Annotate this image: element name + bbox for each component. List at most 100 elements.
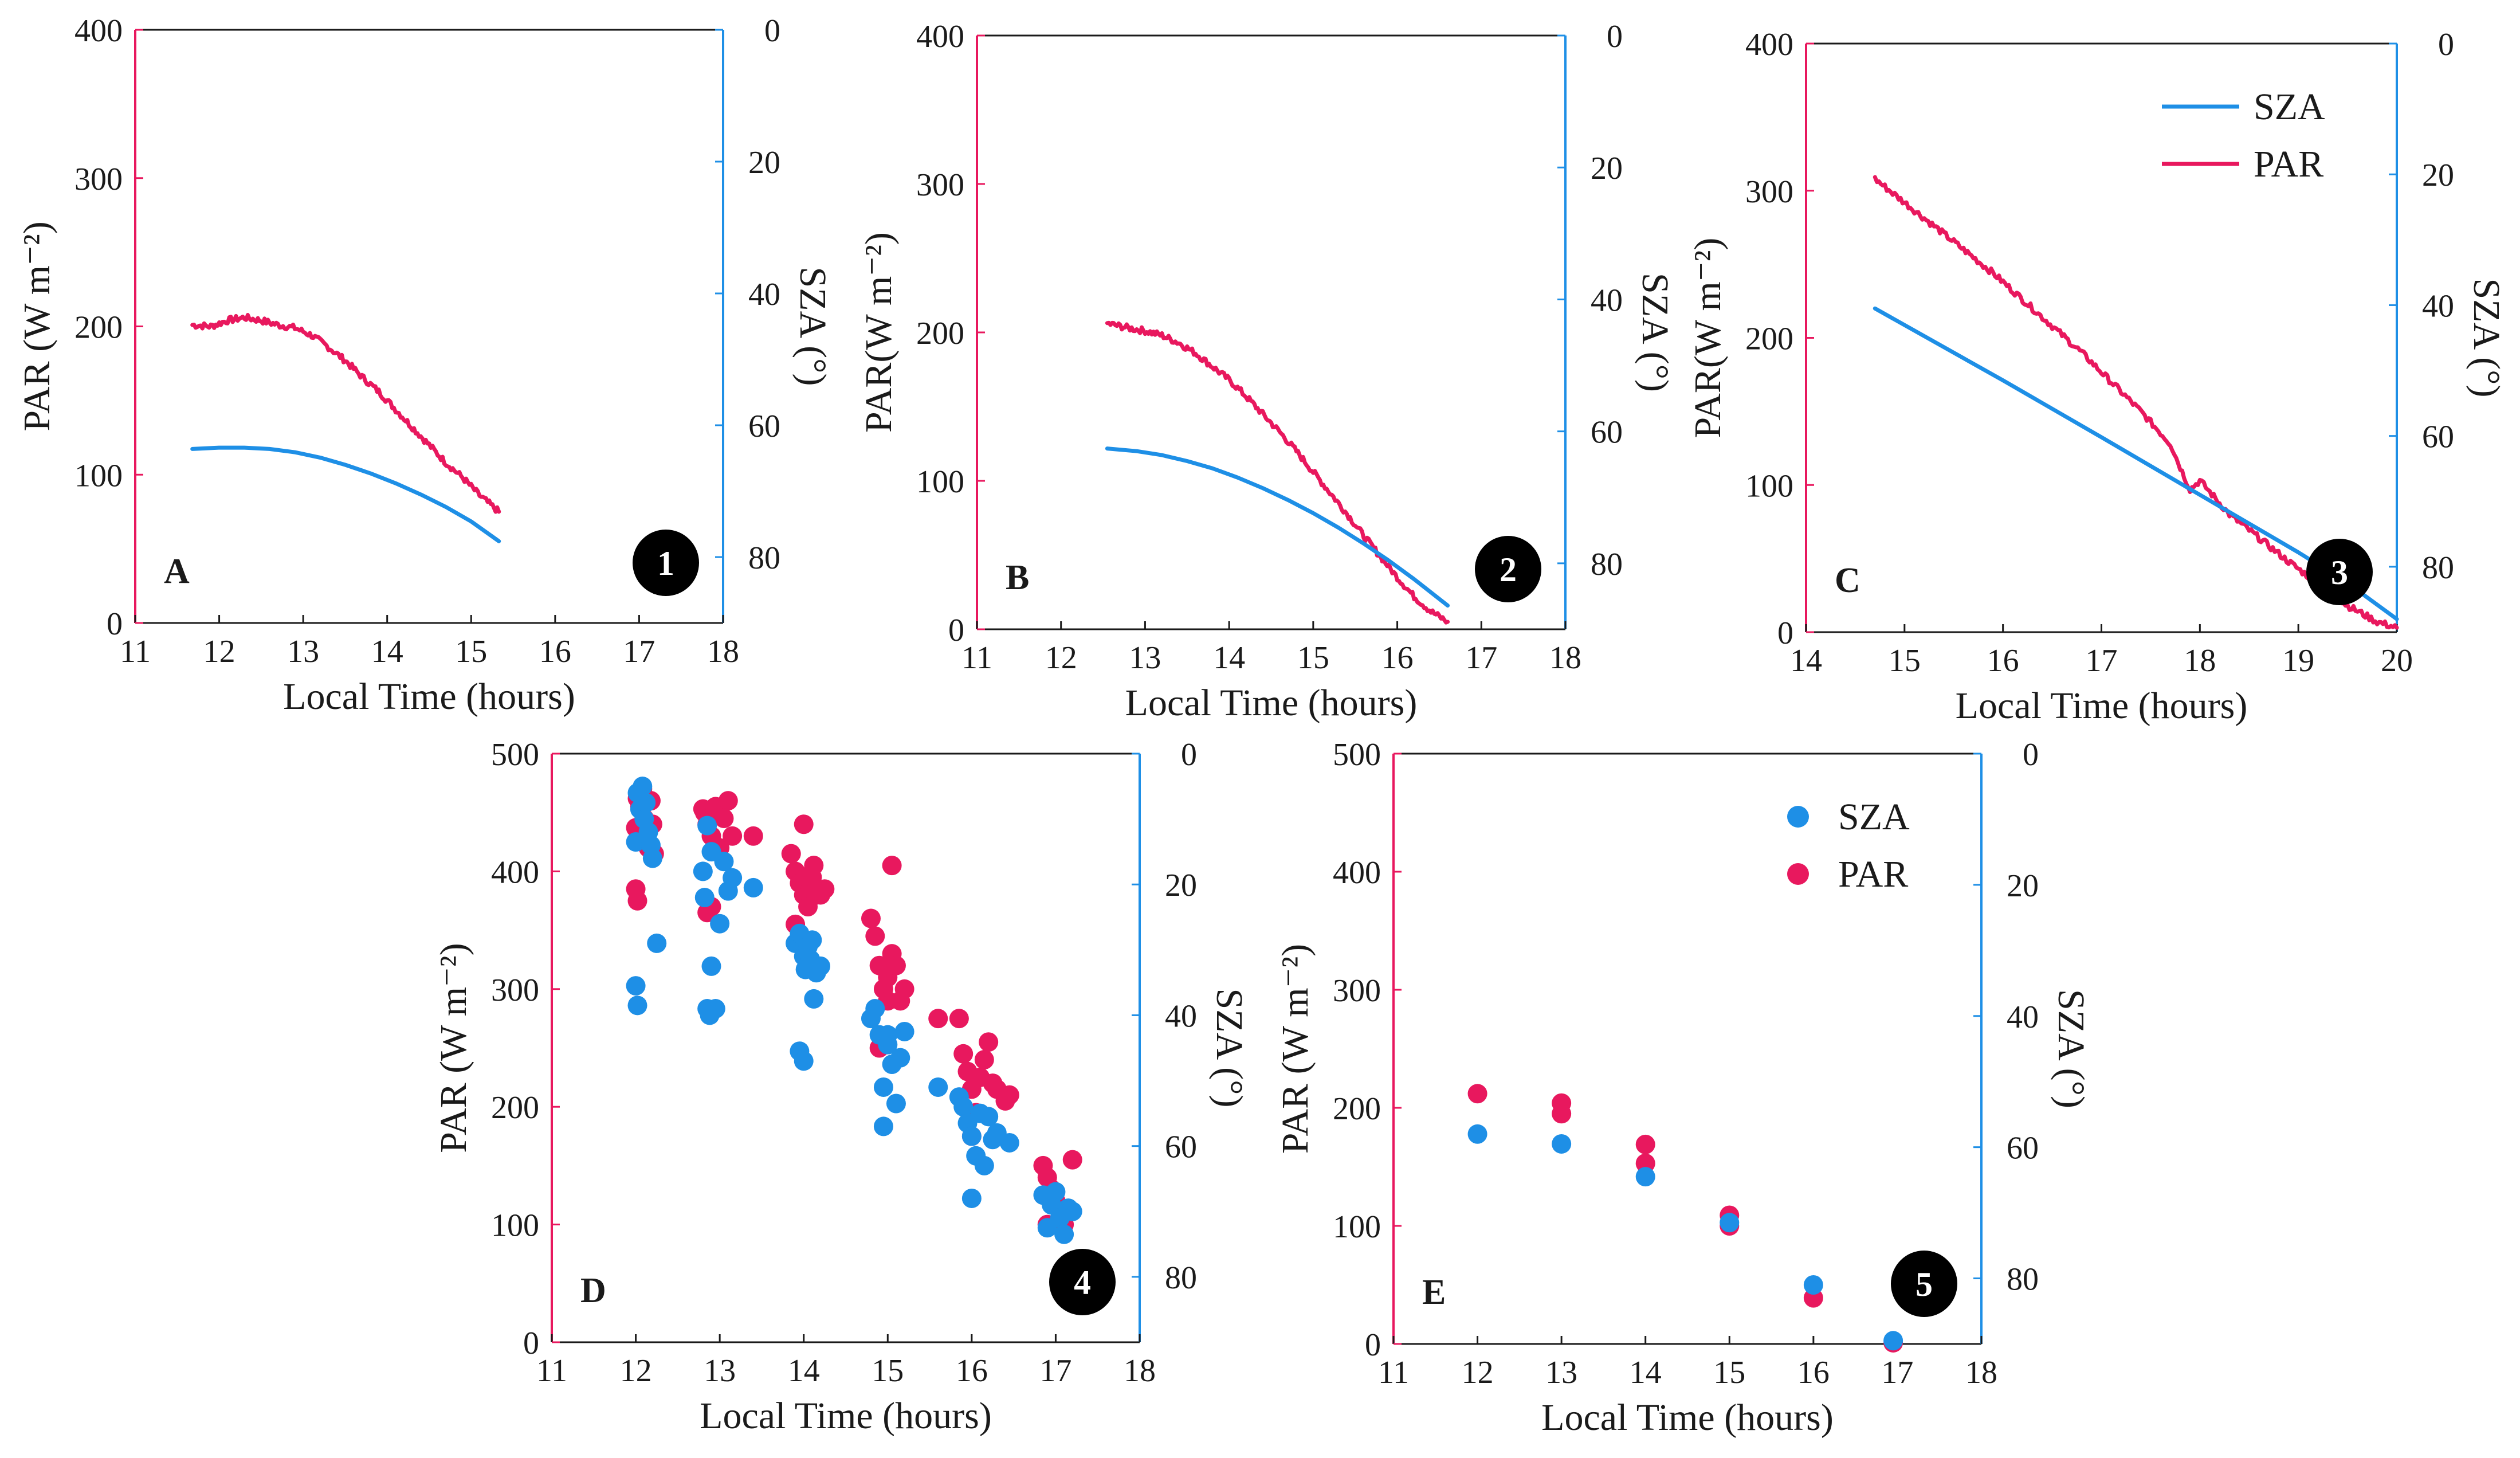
sza-line <box>1105 446 1450 608</box>
right-y-tick-label: 80 <box>1165 1260 1197 1296</box>
left-y-axis-title: PAR (W m⁻²) <box>16 221 58 431</box>
sza-point <box>710 914 730 934</box>
panel-number: 4 <box>1074 1264 1091 1302</box>
x-tick-label: 19 <box>2282 643 2314 679</box>
right-y-tick-label: 0 <box>1181 737 1197 773</box>
par-point <box>723 826 743 846</box>
par-point <box>1467 1084 1487 1104</box>
panel-number-badge <box>1049 1249 1116 1315</box>
legend-label-par: PAR <box>1838 853 1908 895</box>
sza-point <box>701 842 721 862</box>
sza-point <box>627 995 647 1016</box>
sza-point <box>1883 1331 1903 1351</box>
left-y-tick-label: 100 <box>491 1208 539 1244</box>
x-tick-label: 20 <box>2381 643 2413 679</box>
panel-label: A <box>164 552 190 591</box>
panel-number-badge <box>2306 539 2373 605</box>
right-y-axis-title: SZA (°) <box>1634 273 1676 392</box>
x-axis-title: Local Time (hours) <box>1541 1397 1834 1439</box>
sza-point <box>961 1126 982 1146</box>
panel-number: 3 <box>2331 554 2348 591</box>
sza-point <box>697 816 717 836</box>
left-y-tick-label: 200 <box>1333 1091 1381 1127</box>
par-point <box>794 814 814 834</box>
left-y-tick-label: 200 <box>916 316 964 351</box>
sza-point <box>1635 1167 1655 1187</box>
left-y-tick-label: 200 <box>491 1090 539 1126</box>
panel-number-badge <box>1891 1251 1957 1317</box>
left-y-tick-label: 0 <box>523 1326 539 1361</box>
panel-label: E <box>1422 1273 1446 1312</box>
sza-point <box>626 976 646 996</box>
right-y-tick-label: 40 <box>748 277 780 312</box>
right-y-tick-label: 20 <box>2007 868 2039 904</box>
sza-point <box>886 1094 906 1114</box>
right-y-tick-label: 60 <box>1165 1130 1197 1165</box>
panel-label: B <box>1006 558 1029 597</box>
x-tick-label: 16 <box>1797 1355 1830 1390</box>
x-tick-label: 15 <box>872 1353 904 1389</box>
x-tick-label: 18 <box>2184 643 2216 679</box>
par-point <box>979 1032 999 1052</box>
par-point <box>865 926 885 946</box>
par-point <box>999 1085 1019 1105</box>
x-tick-label: 14 <box>371 634 403 669</box>
left-y-tick-label: 0 <box>948 613 964 648</box>
x-tick-label: 14 <box>1790 643 1822 679</box>
right-y-tick-label: 20 <box>2422 158 2454 193</box>
par-point <box>894 979 914 999</box>
left-y-tick-label: 200 <box>1745 322 1793 357</box>
sza-point <box>1054 1224 1074 1244</box>
x-tick-label: 16 <box>1987 643 2019 679</box>
sza-point <box>811 956 831 976</box>
sza-point <box>999 1132 1019 1153</box>
legend-swatch-sza <box>1787 806 1809 828</box>
sza-point <box>804 989 824 1009</box>
x-tick-label: 11 <box>120 634 151 669</box>
sza-point <box>1046 1182 1066 1202</box>
par-point <box>804 856 824 876</box>
sza-line <box>190 445 501 543</box>
sza-point <box>878 1025 898 1045</box>
x-tick-label: 15 <box>1889 643 1921 679</box>
left-y-tick-label: 300 <box>491 973 539 1008</box>
right-y-tick-label: 80 <box>748 540 780 576</box>
x-tick-label: 17 <box>1039 1353 1071 1389</box>
right-y-tick-label: 0 <box>1607 19 1623 54</box>
right-y-tick-label: 20 <box>1591 151 1623 186</box>
par-point <box>974 1050 994 1070</box>
x-tick-label: 14 <box>788 1353 820 1389</box>
left-y-tick-label: 400 <box>1745 27 1793 62</box>
panel-e: 11 12 13 14 15 16 17 18 0 100 200 300 400 500 0 20 40 60 8… <box>1274 737 2092 1439</box>
sza-point <box>693 861 713 881</box>
left-y-tick-label: 100 <box>74 458 123 493</box>
left-y-tick-label: 0 <box>1365 1327 1381 1363</box>
x-tick-label: 15 <box>1713 1355 1745 1390</box>
sza-point <box>1552 1134 1572 1154</box>
x-tick-label: 12 <box>1045 640 1077 676</box>
par-point <box>627 891 647 911</box>
right-y-tick-label: 0 <box>2438 27 2454 62</box>
x-tick-label: 17 <box>2086 643 2118 679</box>
sza-point <box>928 1077 948 1097</box>
x-tick-label: 18 <box>1965 1355 1997 1390</box>
x-tick-label: 13 <box>704 1353 736 1389</box>
sza-point <box>694 888 715 908</box>
panel-label: D <box>580 1271 606 1310</box>
par-point <box>949 1009 969 1029</box>
right-y-tick-label: 40 <box>1165 998 1197 1034</box>
sza-point <box>794 1051 814 1071</box>
panel-b: 11 12 13 14 15 16 17 18 0 100 200 300 400 0 20 40 60 80 Lo… <box>858 19 1676 724</box>
sza-point <box>1467 1124 1487 1144</box>
par-point <box>743 826 763 846</box>
left-y-tick-label: 300 <box>74 162 123 197</box>
par-point <box>861 908 881 928</box>
right-y-tick-label: 60 <box>1591 415 1623 450</box>
right-y-axis-title: SZA (°) <box>1208 989 1250 1108</box>
panel-d: 11 12 13 14 15 16 17 18 0 100 200 300 400 500 0 20 40 60 8… <box>433 737 1250 1437</box>
x-tick-label: 15 <box>455 634 487 669</box>
par-point <box>815 879 835 899</box>
left-y-tick-label: 300 <box>1745 174 1793 210</box>
x-tick-label: 13 <box>287 634 319 669</box>
x-tick-label: 14 <box>1213 640 1245 676</box>
